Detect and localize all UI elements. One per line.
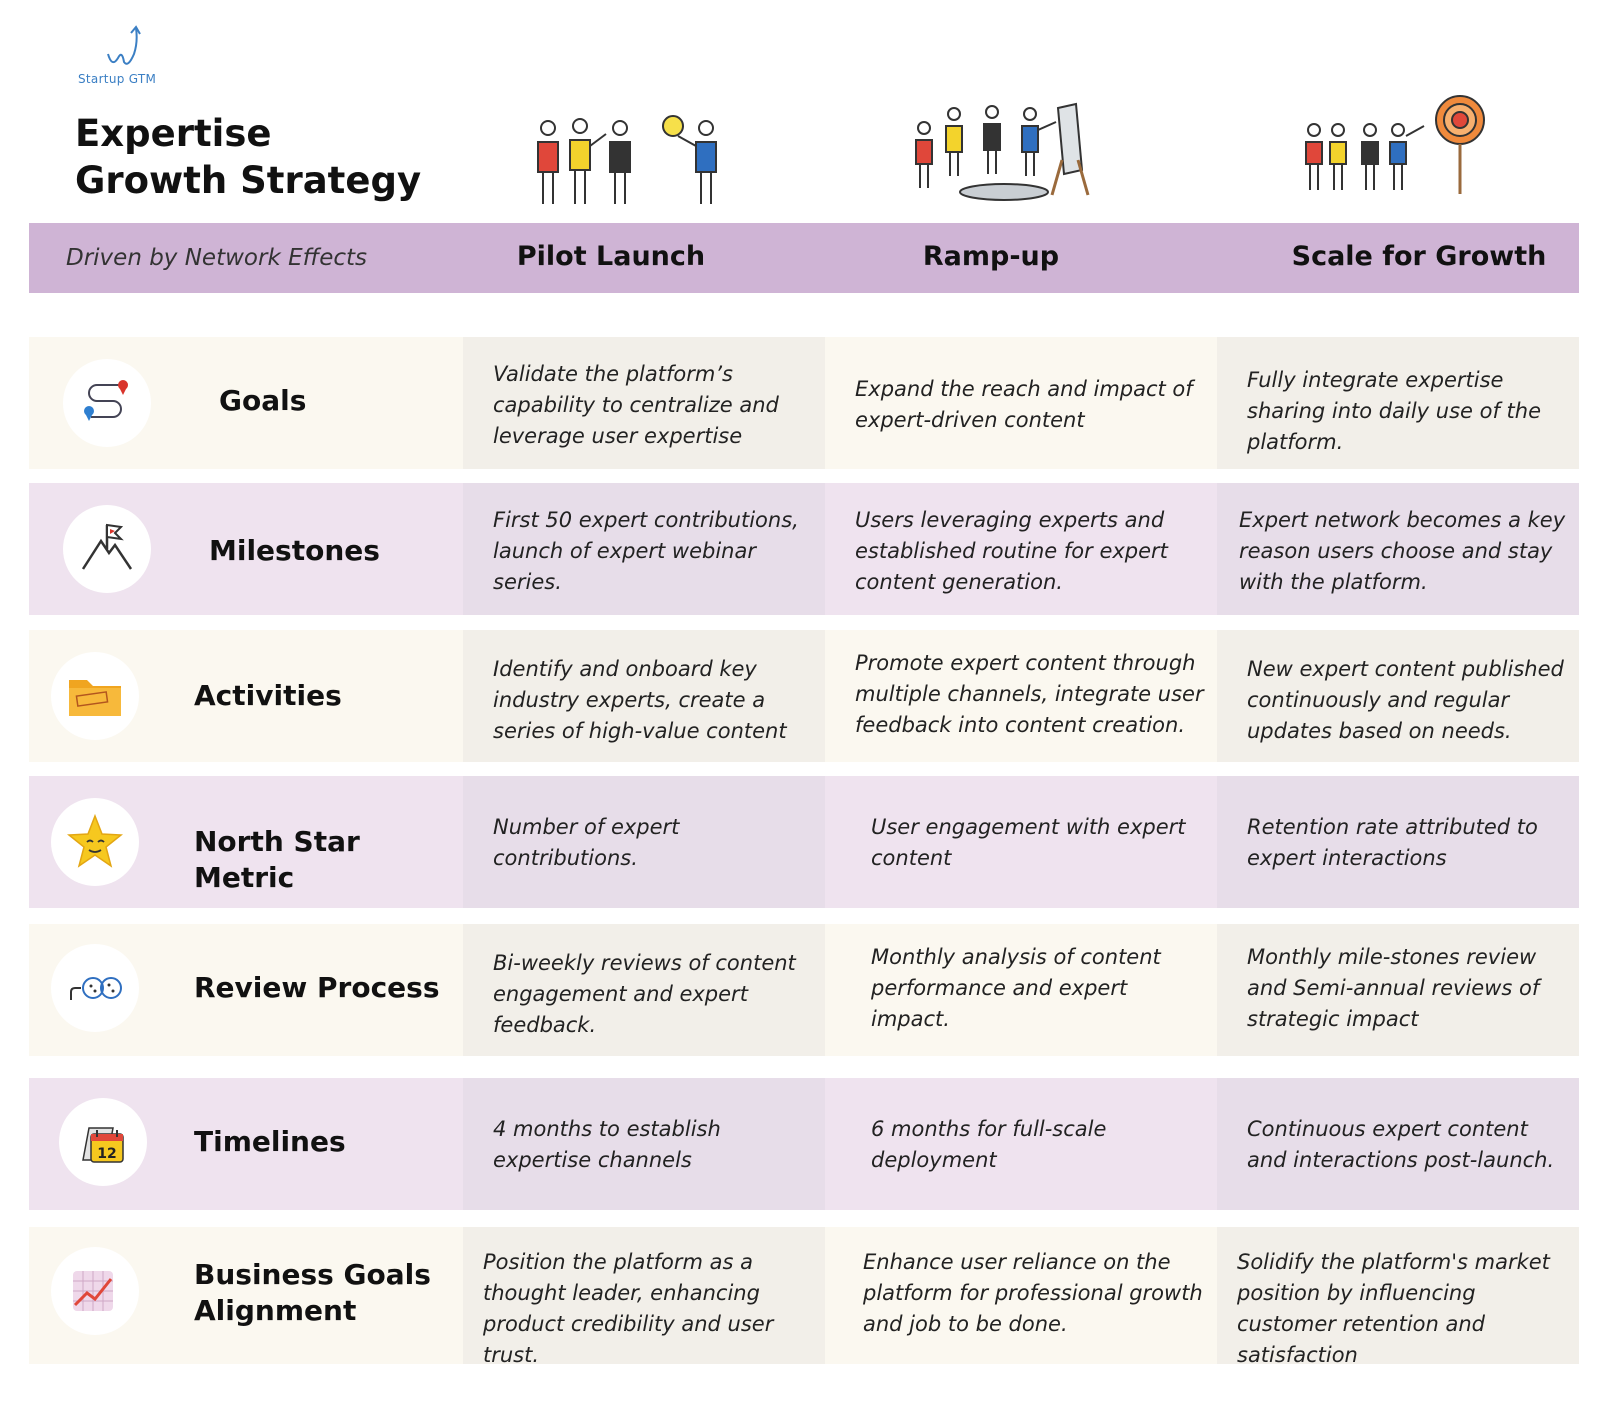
growth-chart-icon <box>73 1271 113 1311</box>
scale-for-growth-illustration <box>1305 95 1485 194</box>
timelines-pilot-launch: 4 months to establish expertise channels <box>493 1117 721 1172</box>
timelines-ramp-up: 6 months for full-scale deployment <box>871 1117 1107 1172</box>
milestones-icon-badge <box>63 505 151 593</box>
calendar-number: 12 <box>97 1146 116 1162</box>
goals-scale-for-growth: Fully integrate expertise sharing into d… <box>1247 368 1541 454</box>
north-star-ramp-up: User engagement with expert content <box>871 815 1186 870</box>
table-row-timelines: 12 Timelines 4 months to establish exper… <box>29 1078 1579 1210</box>
review-cycle-icon <box>70 977 122 1000</box>
review-process-ramp-up: Monthly analysis of content performance … <box>871 945 1161 1031</box>
activities-icon-badge <box>51 652 139 740</box>
activities-pilot-launch: Identify and onboard key industry expert… <box>493 657 787 743</box>
milestones-scale-for-growth: Expert network becomes a key reason user… <box>1239 508 1566 594</box>
ramp-up-illustration <box>915 102 1090 201</box>
business-goals-ramp-up: Enhance user reliance on the platform fo… <box>863 1250 1203 1336</box>
north-star-icon-badge <box>51 798 139 886</box>
activities-ramp-up: Promote expert content through multiple … <box>855 651 1204 737</box>
goals-ramp-up: Expand the reach and impact of expert-dr… <box>855 377 1193 432</box>
milestones-pilot-launch: First 50 expert contributions, launch of… <box>493 508 799 594</box>
growth-arrow-icon <box>107 25 141 65</box>
row-label-line-1: Business Goals <box>194 1258 431 1291</box>
column-header-pilot-launch: Pilot Launch <box>516 241 706 272</box>
activities-scale-for-growth: New expert content published continuousl… <box>1247 657 1564 743</box>
row-label-milestones: Milestones <box>209 534 380 567</box>
star-face-icon <box>66 813 124 868</box>
timelines-scale-for-growth: Continuous expert content and interactio… <box>1247 1117 1555 1172</box>
folder-icon <box>69 680 121 716</box>
row-label-north-star-metric: North Star Metric <box>194 825 360 894</box>
row-label-goals: Goals <box>219 384 307 417</box>
route-pins-icon <box>84 380 128 421</box>
table-row-business-goals-alignment: Business Goals Alignment Position the pl… <box>29 1227 1579 1367</box>
mountain-flag-icon <box>81 523 133 570</box>
table-row-review-process: Review Process Bi-weekly reviews of cont… <box>29 924 1579 1056</box>
title-line-1: Expertise <box>75 112 272 155</box>
review-process-pilot-launch: Bi-weekly reviews of content engagement … <box>493 951 796 1037</box>
review-process-icon-badge <box>51 944 139 1032</box>
timelines-icon-badge: 12 <box>59 1098 147 1186</box>
header-subtitle: Driven by Network Effects <box>66 245 367 271</box>
review-process-scale-for-growth: Monthly mile-stones review and Semi-annu… <box>1247 945 1540 1031</box>
business-goals-scale-for-growth: Solidify the platform's market position … <box>1237 1250 1550 1367</box>
row-label-line-2: Alignment <box>194 1294 357 1327</box>
goals-pilot-launch: Validate the platform’s capability to ce… <box>493 362 779 448</box>
calendar-icon: 12 <box>82 1127 124 1163</box>
table-row-activities: Activities Identify and onboard key indu… <box>29 630 1579 762</box>
row-label-business-goals-alignment: Business Goals Alignment <box>194 1257 431 1329</box>
north-star-pilot-launch: Number of expert contributions. <box>493 815 680 870</box>
business-goals-icon-badge <box>51 1247 139 1335</box>
row-label-review-process: Review Process <box>194 971 440 1004</box>
business-goals-pilot-launch: Position the platform as a thought leade… <box>483 1250 774 1367</box>
row-label-activities: Activities <box>194 679 342 712</box>
table-row-north-star-metric: North Star Metric Number of expert contr… <box>29 776 1579 908</box>
column-header-ramp-up: Ramp-up <box>922 241 1060 272</box>
pilot-launch-illustration <box>537 115 717 204</box>
milestones-ramp-up: Users leveraging experts and established… <box>855 508 1168 594</box>
column-header-scale-for-growth: Scale for Growth <box>1291 241 1547 272</box>
page-title: Expertise Growth Strategy <box>75 110 421 204</box>
table-row-milestones: Milestones First 50 expert contributions… <box>29 483 1579 615</box>
title-line-2: Growth Strategy <box>75 159 422 202</box>
table-row-goals: Goals Validate the platform’s capability… <box>29 337 1579 469</box>
header-band: Driven by Network Effects Pilot Launch R… <box>29 223 1579 293</box>
goals-icon-badge <box>63 359 151 447</box>
row-label-timelines: Timelines <box>194 1125 346 1158</box>
startup-gtm-logo: Startup GTM <box>78 24 188 94</box>
north-star-scale-for-growth: Retention rate attributed to expert inte… <box>1247 815 1538 870</box>
logo-text: Startup GTM <box>78 72 157 86</box>
